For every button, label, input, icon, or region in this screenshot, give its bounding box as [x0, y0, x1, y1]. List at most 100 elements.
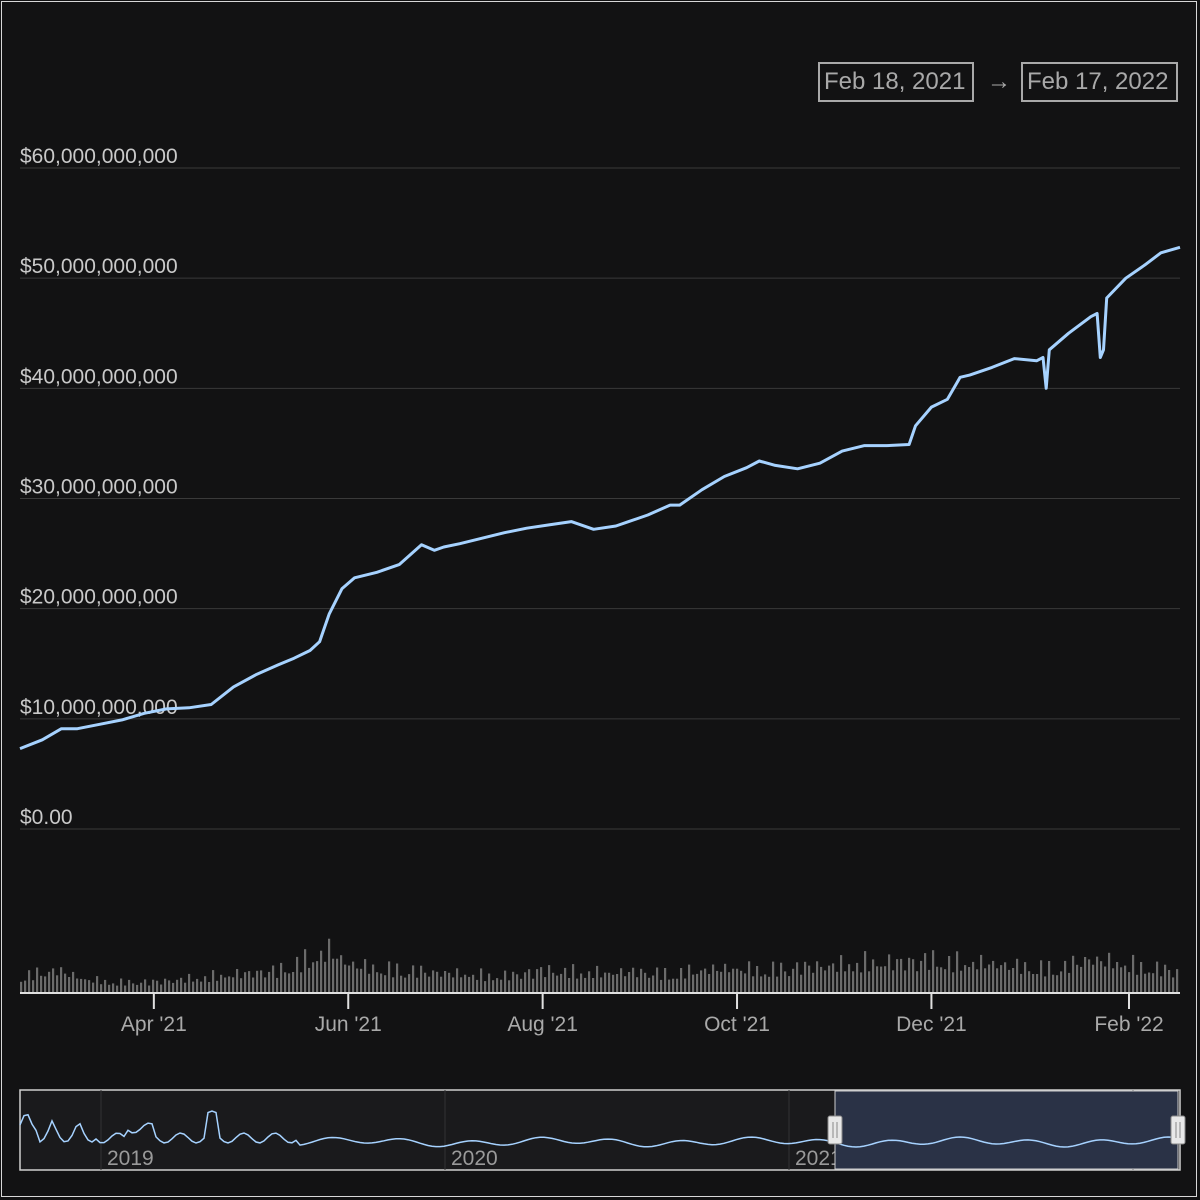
volume-bar — [436, 971, 439, 993]
volume-bar — [1000, 965, 1003, 993]
volume-bar — [508, 980, 511, 993]
volume-bar — [292, 972, 295, 993]
volume-bar — [976, 969, 979, 993]
volume-bar — [532, 978, 535, 993]
volume-bar — [772, 961, 775, 993]
x-tick-label: Aug '21 — [507, 1013, 578, 1036]
volume-bar — [856, 962, 859, 993]
volume-bar — [1148, 972, 1151, 993]
volume-bar — [396, 963, 399, 993]
volume-bar — [624, 976, 627, 993]
volume-bar — [1016, 958, 1019, 993]
volume-bar — [324, 961, 327, 993]
volume-bar — [844, 971, 847, 993]
volume-bar — [368, 973, 371, 993]
volume-bar — [200, 981, 203, 993]
volume-bar — [540, 967, 543, 993]
volume-bar — [724, 963, 727, 993]
volume-bar — [776, 976, 779, 993]
volume-bar — [1012, 968, 1015, 993]
navigator[interactable]: 2019202020212... — [19, 1089, 1186, 1171]
volume-bar — [188, 973, 191, 993]
volume-bar — [1036, 974, 1039, 993]
navigator-right-handle[interactable] — [1170, 1115, 1186, 1145]
volume-bar — [1168, 970, 1171, 993]
volume-bar — [1144, 973, 1147, 993]
volume-bar — [1140, 962, 1143, 993]
volume-bar — [144, 979, 147, 993]
volume-bar — [1104, 966, 1107, 993]
volume-bar — [1108, 952, 1111, 993]
volume-bar — [448, 972, 451, 993]
volume-bar — [992, 960, 995, 993]
volume-bar — [692, 974, 695, 993]
volume-bar — [1120, 967, 1123, 993]
volume-bar — [256, 970, 259, 993]
volume-bar — [748, 961, 751, 993]
volume-bar — [28, 970, 31, 993]
volume-bar — [1092, 964, 1095, 993]
volume-bar — [116, 985, 119, 993]
volume-bar — [1068, 972, 1071, 993]
x-tick-label: Apr '21 — [121, 1013, 187, 1036]
volume-bar — [740, 970, 743, 993]
volume-bar — [316, 961, 319, 993]
volume-bar — [716, 970, 719, 993]
volume-bar — [108, 984, 111, 993]
volume-bar — [96, 976, 99, 993]
volume-bar — [708, 974, 711, 993]
volume-bar — [972, 961, 975, 993]
volume-bar — [796, 962, 799, 993]
volume-bar — [168, 980, 171, 993]
volume-bar — [236, 969, 239, 993]
volume-bar — [1072, 955, 1075, 993]
range-start-input[interactable]: Feb 18, 2021 — [818, 62, 974, 102]
volume-bar — [360, 968, 363, 993]
range-arrow-icon: → — [987, 68, 1011, 95]
volume-bar — [548, 965, 551, 993]
volume-bar — [860, 972, 863, 993]
volume-bar — [828, 965, 831, 993]
volume-bar — [1124, 965, 1127, 993]
volume-bar — [252, 977, 255, 993]
volume-bar — [40, 975, 43, 993]
y-tick-label: $10,000,000,000 — [20, 696, 178, 719]
volume-bar — [684, 978, 687, 993]
volume-bar — [764, 974, 767, 993]
volume-bar — [1032, 974, 1035, 993]
navigator-left-handle[interactable] — [827, 1115, 843, 1145]
volume-bar — [872, 959, 875, 993]
volume-bar — [1040, 960, 1043, 993]
volume-bar — [392, 977, 395, 993]
volume-bar — [140, 982, 143, 993]
volume-bar — [1172, 977, 1175, 993]
volume-bar — [688, 964, 691, 993]
volume-bar — [180, 977, 183, 993]
volume-bar — [520, 978, 523, 993]
volume-bar — [672, 978, 675, 993]
y-tick-label: $40,000,000,000 — [20, 365, 178, 388]
volume-bar — [648, 977, 651, 993]
volume-bar — [556, 975, 559, 993]
volume-bar — [276, 977, 279, 993]
y-tick-label: $30,000,000,000 — [20, 476, 178, 499]
volume-bar — [240, 978, 243, 993]
volume-bar — [272, 965, 275, 993]
volume-bar — [564, 967, 567, 993]
volume-bar — [800, 974, 803, 993]
volume-bar — [1128, 972, 1131, 993]
volume-bar — [208, 982, 211, 993]
volume-bar — [48, 971, 51, 993]
volume-bar — [544, 977, 547, 993]
volume-bar — [916, 971, 919, 993]
volume-bar — [744, 973, 747, 993]
volume-bar — [308, 967, 311, 993]
volume-bar — [220, 974, 223, 993]
volume-bar — [104, 979, 107, 993]
volume-bar — [668, 979, 671, 993]
volume-bar — [560, 973, 563, 993]
range-end-input[interactable]: Feb 17, 2022 — [1021, 62, 1178, 102]
volume-bar — [204, 976, 207, 993]
navigator-tick-label: 2020 — [451, 1147, 498, 1170]
